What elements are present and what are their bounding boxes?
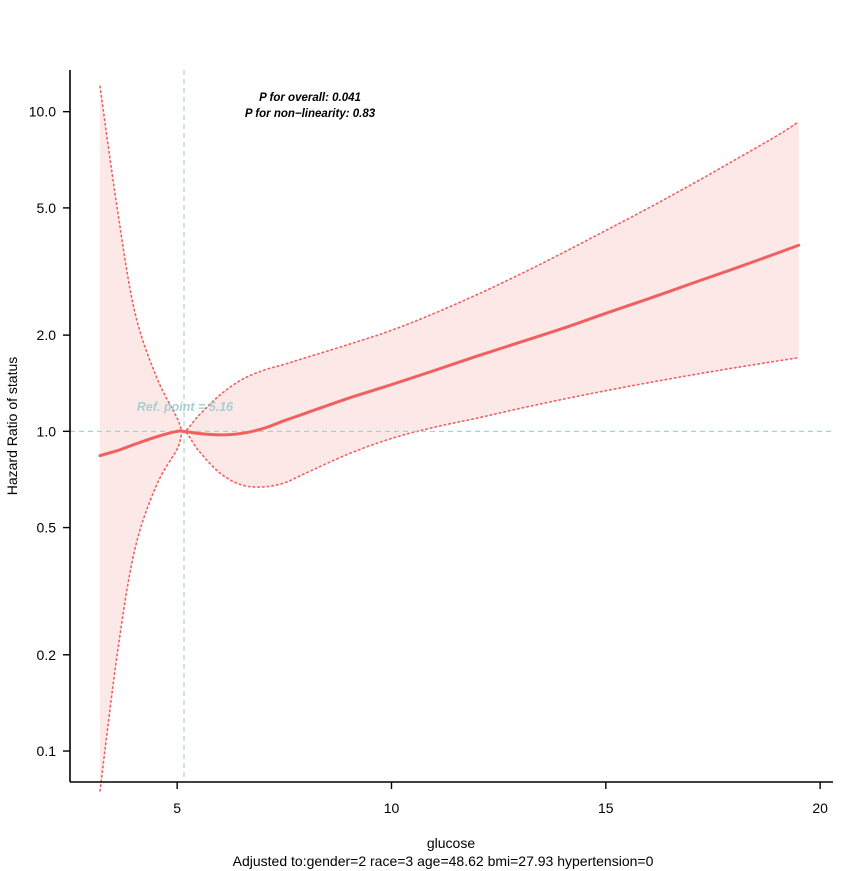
lower-ci-line: [99, 356, 800, 792]
y-tick-label: 0.1: [37, 743, 57, 759]
y-tick-label: 1.0: [37, 423, 57, 439]
confidence-band: [100, 86, 799, 791]
y-tick-label: 10.0: [29, 104, 56, 120]
x-tick-label: 20: [812, 800, 828, 816]
p-overall-annotation: P for overall: 0.041: [259, 92, 361, 104]
y-tick-label: 2.0: [37, 327, 57, 343]
adjustment-caption: Adjusted to:gender=2 race=3 age=48.62 bm…: [233, 853, 654, 869]
x-tick-label: 5: [173, 800, 181, 816]
ref-point-label: Ref. point = 5.16: [137, 400, 234, 414]
y-tick-label: 0.2: [37, 647, 57, 663]
x-tick-label: 15: [598, 800, 614, 816]
y-axis-label: Hazard Ratio of status: [4, 357, 20, 496]
y-tick-label: 0.5: [37, 520, 57, 536]
x-tick-label: 10: [384, 800, 400, 816]
hazard-ratio-line: [98, 243, 801, 458]
x-axis-label: glucose: [427, 835, 475, 851]
y-tick-label: 5.0: [37, 200, 57, 216]
upper-ci-line: [99, 85, 800, 433]
p-nonlinearity-annotation: P for non−linearity: 0.83: [245, 108, 376, 120]
